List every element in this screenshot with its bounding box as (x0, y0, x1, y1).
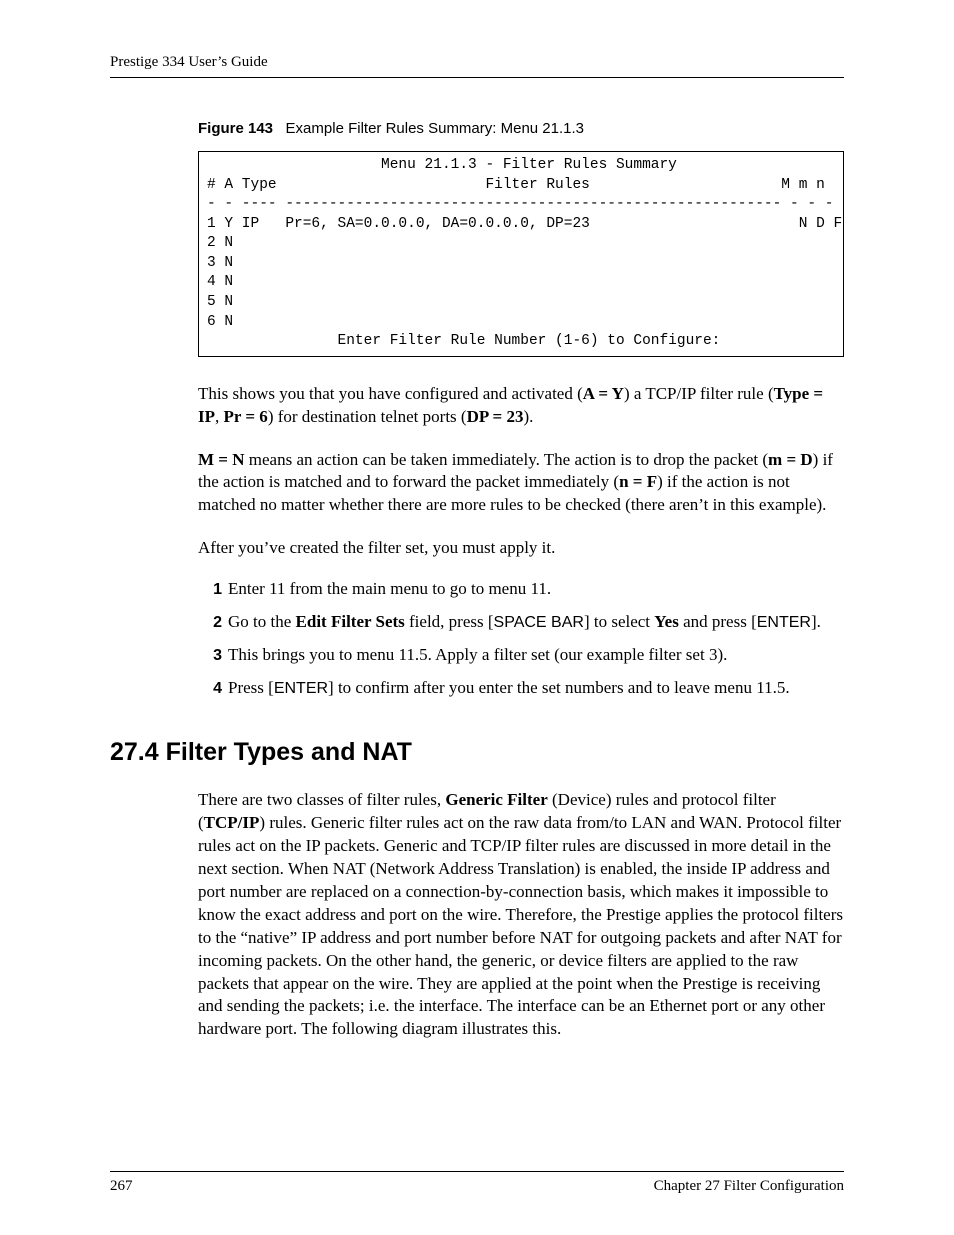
terminal-row-1: 1 Y IP Pr=6, SA=0.0.0.0, DA=0.0.0.0, DP=… (207, 216, 842, 232)
page-number: 267 (110, 1178, 133, 1195)
paragraph-2: M = N means an action can be taken immed… (198, 449, 844, 518)
p1-b3: Pr = 6 (224, 407, 268, 426)
p2-b1: M = N (198, 450, 245, 469)
sb-b2: TCP/IP (204, 813, 260, 832)
terminal-divider: - - ---- -------------------------------… (207, 196, 834, 212)
step-2-text: Go to the Edit Filter Sets field, press … (228, 611, 844, 634)
page: Prestige 334 User’s Guide Figure 143 Exa… (0, 0, 954, 1235)
paragraph-3: After you’ve created the filter set, you… (198, 537, 844, 560)
p2-b3: n = F (619, 472, 657, 491)
s2-t5: ]. (811, 612, 821, 631)
step-2-number: 2 (198, 612, 222, 634)
terminal-row-4: 4 N (207, 274, 233, 290)
s4-t2: ] to confirm after you enter the set num… (328, 678, 790, 697)
s2-b2: Yes (654, 612, 679, 631)
terminal-row-6: 6 N (207, 314, 233, 330)
s2-k2: ENTER (757, 614, 811, 631)
step-3-text: This brings you to menu 11.5. Apply a fi… (228, 644, 844, 667)
sb-t1: There are two classes of filter rules, (198, 790, 445, 809)
page-footer: 267 Chapter 27 Filter Configuration (110, 1171, 844, 1195)
p1-b1: A = Y (583, 384, 624, 403)
s2-t2: field, press [ (405, 612, 494, 631)
figure-label: Figure 143 (198, 120, 273, 137)
step-4-number: 4 (198, 678, 222, 700)
p1-t5: ). (524, 407, 534, 426)
p2-t1: means an action can be taken immediately… (245, 450, 769, 469)
terminal-prompt: Enter Filter Rule Number (1-6) to Config… (207, 333, 720, 349)
step-4-text: Press [ENTER] to confirm after you enter… (228, 677, 844, 700)
step-1-text: Enter 11 from the main menu to go to men… (228, 578, 844, 601)
paragraph-1: This shows you that you have configured … (198, 383, 844, 429)
header-title: Prestige 334 User’s Guide (110, 54, 268, 70)
s2-t3: ] to select (584, 612, 654, 631)
terminal-output: Menu 21.1.3 - Filter Rules Summary # A T… (198, 151, 844, 357)
s2-k1: SPACE BAR (494, 614, 584, 631)
step-3-number: 3 (198, 645, 222, 667)
terminal-row-2: 2 N (207, 235, 233, 251)
sb-b1: Generic Filter (445, 790, 547, 809)
chapter-label: Chapter 27 Filter Configuration (654, 1178, 844, 1195)
figure-caption: Figure 143 Example Filter Rules Summary:… (198, 120, 844, 137)
p1-b4: DP = 23 (467, 407, 524, 426)
figure-caption-text: Example Filter Rules Summary: Menu 21.1.… (286, 120, 584, 137)
terminal-title: Menu 21.1.3 - Filter Rules Summary (207, 157, 677, 173)
terminal-row-3: 3 N (207, 255, 233, 271)
terminal-header: # A Type Filter Rules M m n (207, 177, 825, 193)
step-1-number: 1 (198, 579, 222, 601)
p2-b2: m = D (768, 450, 813, 469)
p1-t3: , (215, 407, 224, 426)
p1-t2: ) a TCP/IP filter rule ( (624, 384, 774, 403)
step-4: 4 Press [ENTER] to confirm after you ent… (198, 677, 844, 700)
step-2: 2 Go to the Edit Filter Sets field, pres… (198, 611, 844, 634)
step-1: 1 Enter 11 from the main menu to go to m… (198, 578, 844, 601)
section-body: There are two classes of filter rules, G… (198, 789, 844, 1041)
running-header: Prestige 334 User’s Guide (110, 54, 844, 78)
terminal-row-5: 5 N (207, 294, 233, 310)
section-heading: 27.4 Filter Types and NAT (110, 738, 844, 767)
p3-t: After you’ve created the filter set, you… (198, 538, 555, 557)
step-3: 3 This brings you to menu 11.5. Apply a … (198, 644, 844, 667)
figure-caption-sep (273, 120, 286, 137)
s4-k1: ENTER (274, 680, 328, 697)
s2-t1: Go to the (228, 612, 296, 631)
sb-t3: ) rules. Generic filter rules act on the… (198, 813, 843, 1038)
p1-t4: ) for destination telnet ports ( (268, 407, 467, 426)
s4-t1: Press [ (228, 678, 274, 697)
s2-t4: and press [ (679, 612, 757, 631)
steps-list: 1 Enter 11 from the main menu to go to m… (198, 578, 844, 700)
s2-b1: Edit Filter Sets (296, 612, 405, 631)
p1-t1: This shows you that you have configured … (198, 384, 583, 403)
